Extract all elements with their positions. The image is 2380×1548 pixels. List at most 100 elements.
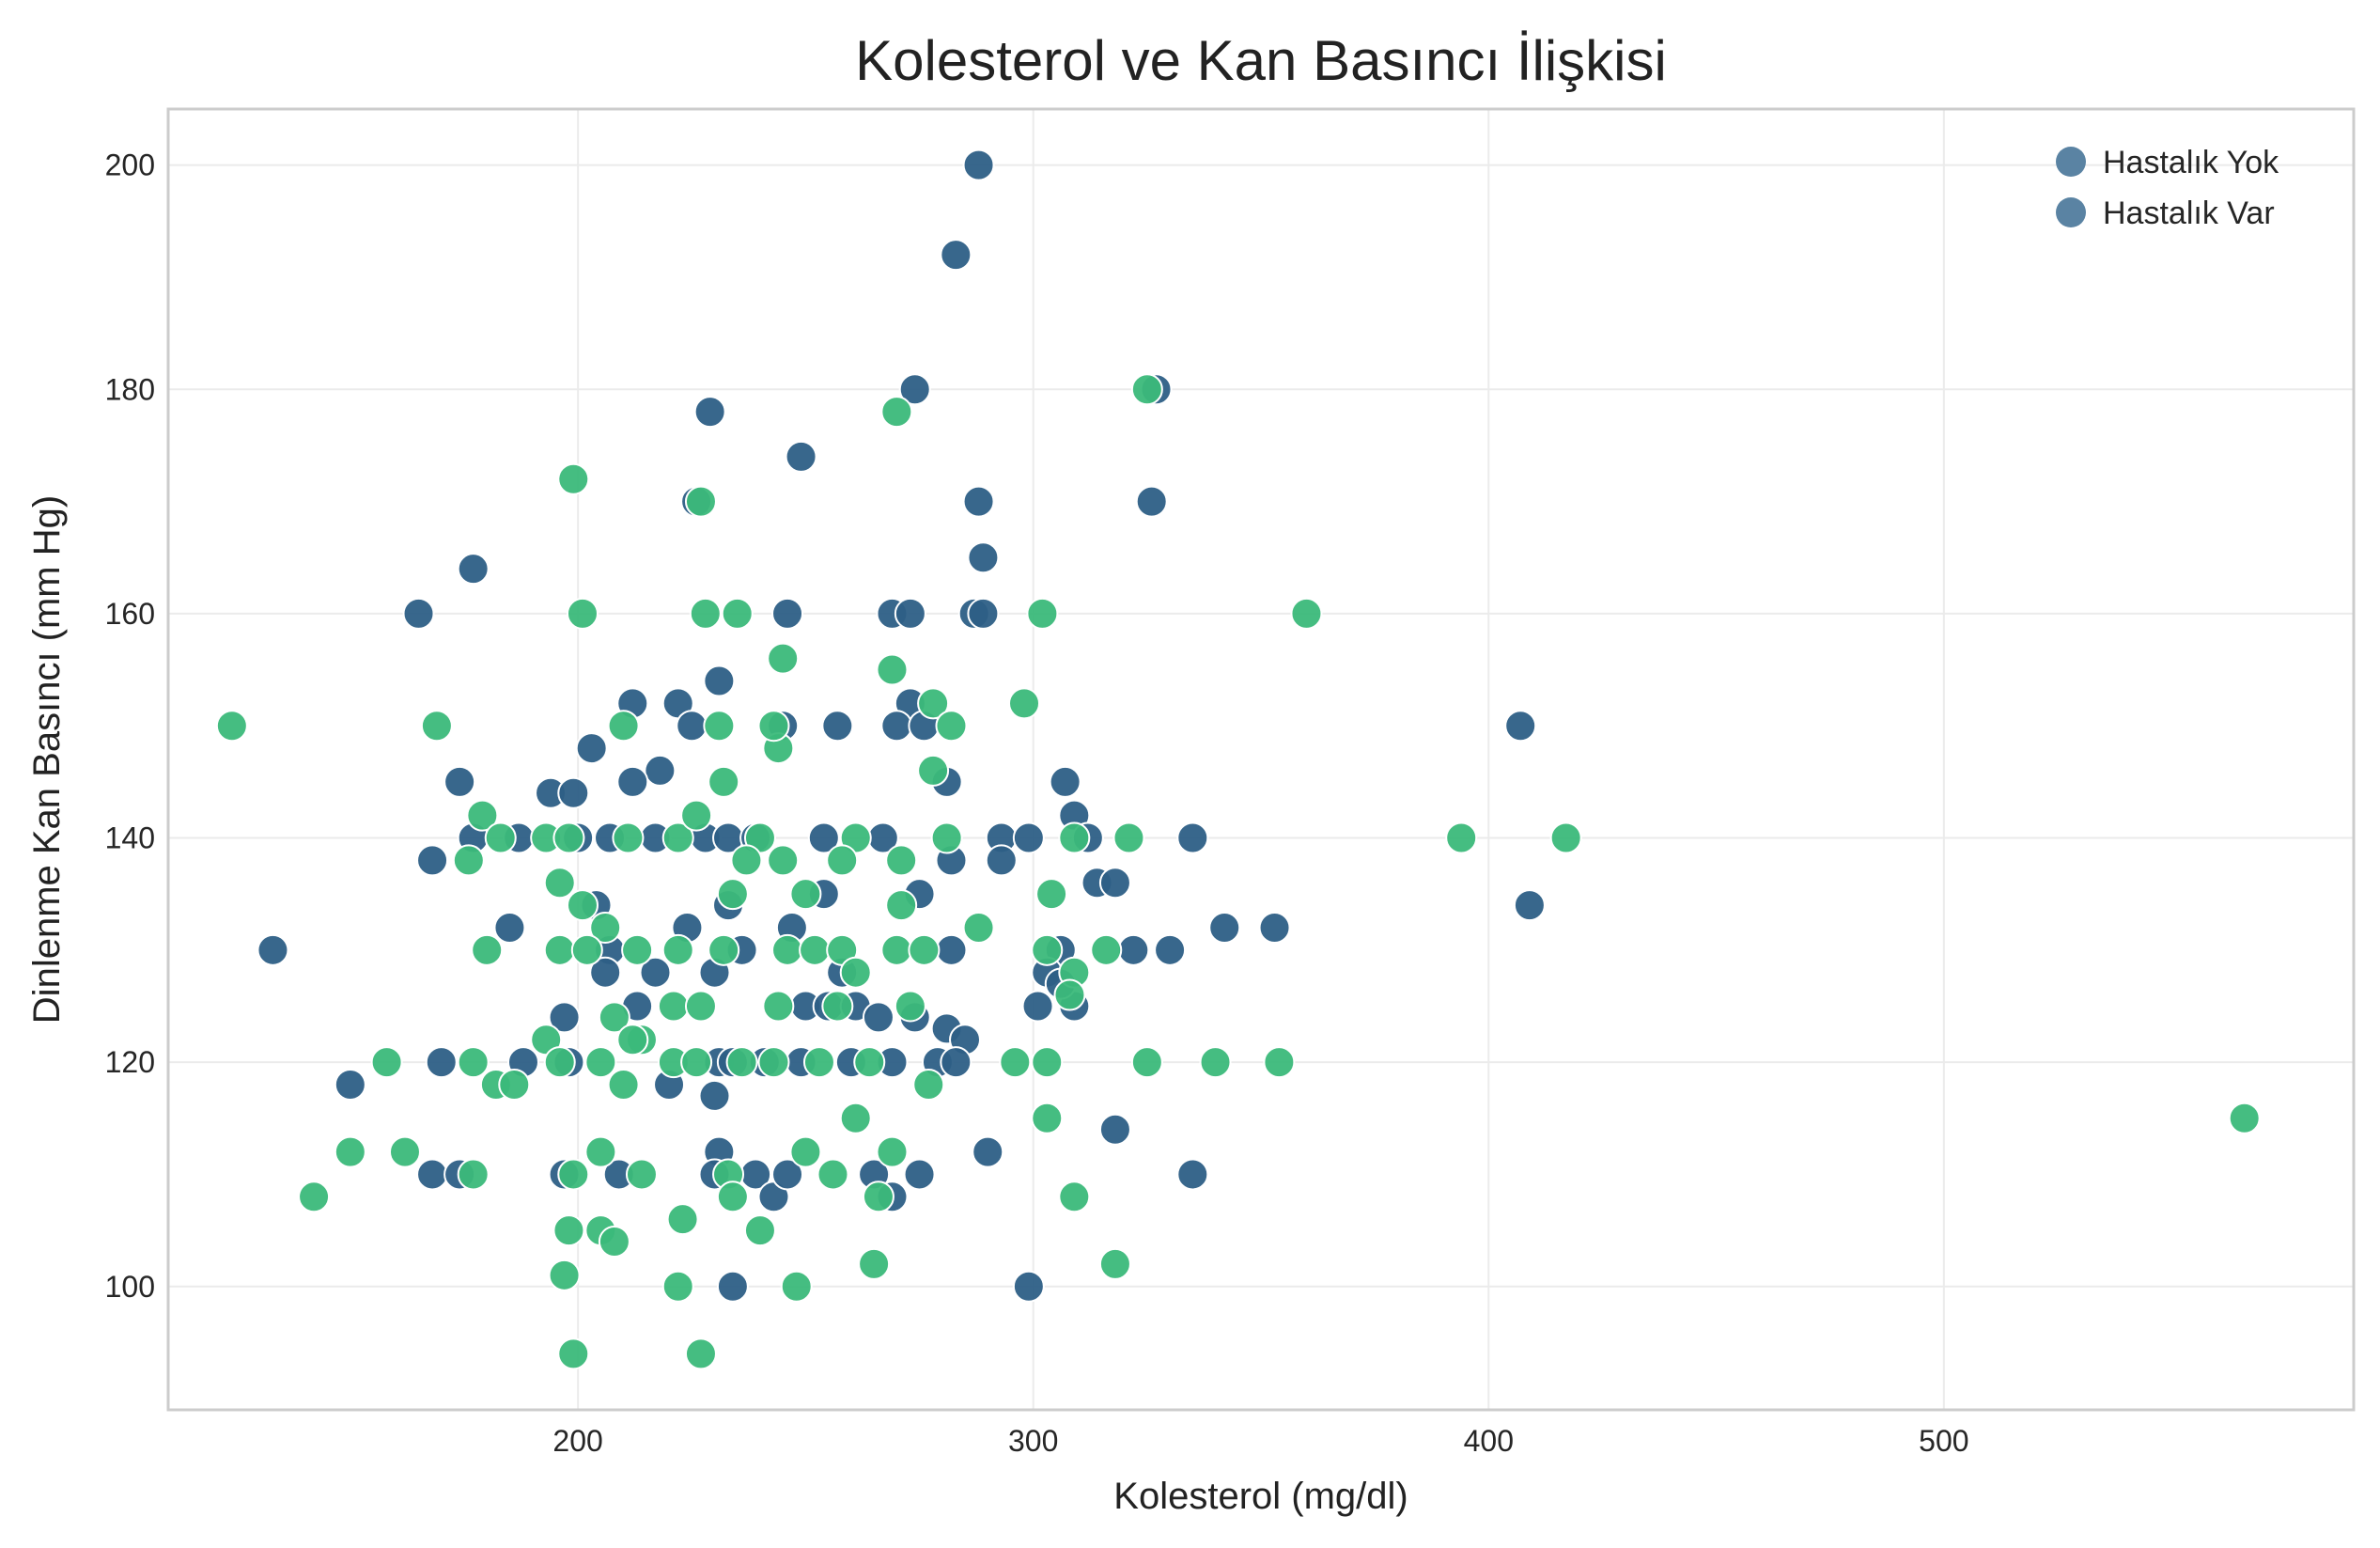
data-point-series-1 [557, 1158, 590, 1191]
data-point-series-1 [666, 1203, 699, 1236]
data-point-series-1 [1549, 821, 1582, 854]
data-point-series-1 [661, 1270, 694, 1303]
data-point-series-1 [661, 933, 694, 966]
data-point-series-1 [584, 1135, 617, 1168]
data-point-series-1 [1445, 821, 1478, 854]
data-point-series-1 [1031, 1046, 1064, 1079]
data-point-series-1 [1130, 373, 1163, 406]
data-point-series-1 [484, 821, 517, 854]
data-point-series-1 [1058, 821, 1091, 854]
data-point-series-1 [684, 990, 717, 1023]
data-point-series-1 [543, 867, 576, 899]
data-point-series-1 [762, 990, 795, 1023]
data-point-series-1 [880, 396, 913, 429]
data-point-series-1 [826, 844, 859, 877]
data-point-series-0 [967, 541, 1000, 574]
data-point-series-0 [402, 597, 435, 630]
legend: Hastalık Yok Hastalık Var [2056, 145, 2279, 231]
data-point-series-0 [693, 396, 726, 429]
y-tick-label: 140 [105, 821, 155, 855]
data-point-series-1 [548, 1259, 581, 1291]
data-point-series-0 [1049, 765, 1081, 798]
data-point-series-1 [388, 1135, 421, 1168]
data-point-series-0 [898, 373, 931, 406]
data-point-series-1 [552, 1214, 585, 1247]
data-point-series-0 [935, 933, 968, 966]
data-point-series-1 [457, 1046, 490, 1079]
data-point-series-0 [589, 956, 622, 989]
data-point-series-0 [416, 844, 449, 877]
data-point-series-1 [839, 956, 872, 989]
data-point-series-0 [972, 1135, 1004, 1168]
x-tick-label: 500 [1919, 1424, 1968, 1458]
data-point-series-1 [802, 1046, 835, 1079]
data-point-series-1 [1026, 597, 1059, 630]
data-point-series-1 [557, 462, 590, 495]
data-point-series-1 [757, 710, 790, 743]
data-point-series-1 [1130, 1046, 1163, 1079]
data-point-series-1 [853, 1046, 886, 1079]
data-point-series-1 [1031, 933, 1064, 966]
y-axis-label: Dinlenme Kan Basıncı (mm Hg) [26, 495, 68, 1024]
data-point-series-0 [1504, 710, 1537, 743]
data-point-series-1 [767, 844, 800, 877]
data-point-series-1 [716, 1181, 749, 1213]
data-point-series-1 [1058, 1181, 1091, 1213]
data-point-series-1 [420, 710, 453, 743]
data-point-series-1 [930, 821, 963, 854]
data-point-series-1 [1112, 821, 1145, 854]
data-point-series-0 [639, 956, 672, 989]
legend-label-hastalik-var: Hastalık Var [2103, 195, 2275, 231]
data-point-series-0 [985, 844, 1018, 877]
data-point-series-1 [880, 933, 913, 966]
data-point-series-1 [757, 1046, 790, 1079]
data-point-series-0 [962, 149, 995, 181]
data-point-series-0 [1012, 1270, 1045, 1303]
data-point-series-0 [1012, 821, 1045, 854]
data-point-series-1 [885, 889, 918, 922]
data-point-series-0 [1154, 933, 1187, 966]
chart-title: Kolesterol ve Kan Basıncı İlişkisi [855, 29, 1667, 92]
data-point-series-0 [676, 710, 708, 743]
data-point-series-1 [452, 844, 485, 877]
data-point-series-0 [1208, 911, 1241, 944]
data-point-series-1 [684, 485, 717, 518]
data-point-series-1 [894, 990, 926, 1023]
legend-marker-hastalik-var [2056, 197, 2086, 227]
data-point-series-1 [780, 1270, 813, 1303]
data-point-series-1 [1263, 1046, 1296, 1079]
data-point-series-1 [607, 710, 640, 743]
data-point-series-1 [730, 844, 763, 877]
data-point-series-0 [940, 239, 972, 272]
y-tick-label: 120 [105, 1045, 155, 1079]
data-point-series-1 [552, 821, 585, 854]
y-axis-ticks: 100 120 140 160 180 200 [105, 149, 155, 1304]
data-point-series-1 [1008, 687, 1041, 720]
data-point-series-1 [908, 933, 941, 966]
data-point-series-1 [466, 799, 499, 832]
data-point-series-0 [616, 765, 649, 798]
data-point-series-0 [493, 911, 526, 944]
data-point-series-1 [771, 933, 804, 966]
data-point-series-1 [725, 1046, 758, 1079]
legend-marker-hastalik-yok [2056, 147, 2086, 177]
x-tick-label: 300 [1008, 1424, 1058, 1458]
y-tick-label: 100 [105, 1270, 155, 1304]
data-point-series-0 [425, 1046, 458, 1079]
data-point-series-1 [598, 1001, 630, 1034]
data-point-series-1 [557, 1337, 590, 1370]
data-point-series-0 [771, 1158, 804, 1191]
data-point-series-1 [1031, 1102, 1064, 1134]
data-point-series-0 [575, 732, 608, 765]
data-point-series-0 [1135, 485, 1168, 518]
data-point-series-0 [821, 710, 854, 743]
data-point-series-1 [885, 844, 918, 877]
data-point-series-1 [566, 597, 599, 630]
data-point-series-0 [807, 821, 840, 854]
data-point-series-1 [912, 1069, 945, 1101]
data-point-series-1 [799, 933, 832, 966]
data-point-series-1 [999, 1046, 1032, 1079]
data-point-series-1 [566, 889, 599, 922]
data-point-series-1 [962, 911, 995, 944]
data-point-series-1 [917, 754, 950, 787]
